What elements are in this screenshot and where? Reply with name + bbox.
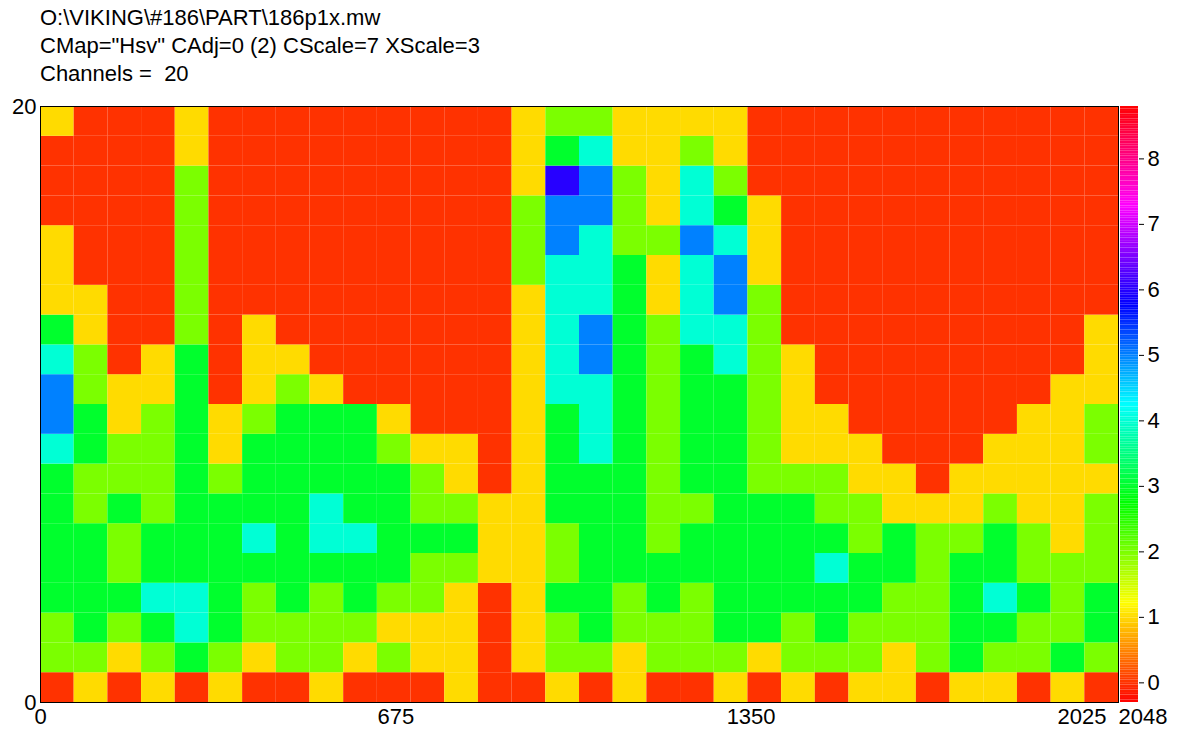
svg-text:0: 0 [1148, 670, 1160, 695]
svg-text:0: 0 [34, 704, 47, 730]
svg-text:0: 0 [24, 690, 36, 715]
svg-text:5: 5 [1148, 342, 1160, 367]
svg-text:20: 20 [12, 94, 36, 119]
html-text:Channels = 20: Channels = 20 [40, 61, 189, 86]
svg-text:7: 7 [1148, 211, 1160, 236]
svg-text:3: 3 [1148, 473, 1160, 498]
html-text:O:\VIKING\#186\PART\186p1x.mw: O:\VIKING\#186\PART\186p1x.mw [40, 5, 381, 30]
svg-text:2048: 2048 [1119, 704, 1168, 729]
svg-text:8: 8 [1148, 146, 1160, 171]
html-text:CMap="Hsv" CAdj=0 (2) CScale=7: CMap="Hsv" CAdj=0 (2) CScale=7 XScale=3 [40, 33, 480, 58]
svg-text:6: 6 [1148, 277, 1160, 302]
svg-text:1350: 1350 [727, 704, 776, 729]
svg-text:1: 1 [1148, 604, 1160, 629]
svg-text:4: 4 [1148, 408, 1160, 433]
svg-text:2: 2 [1148, 539, 1160, 564]
svg-text:2025: 2025 [1057, 704, 1106, 729]
svg-text:675: 675 [377, 704, 414, 729]
